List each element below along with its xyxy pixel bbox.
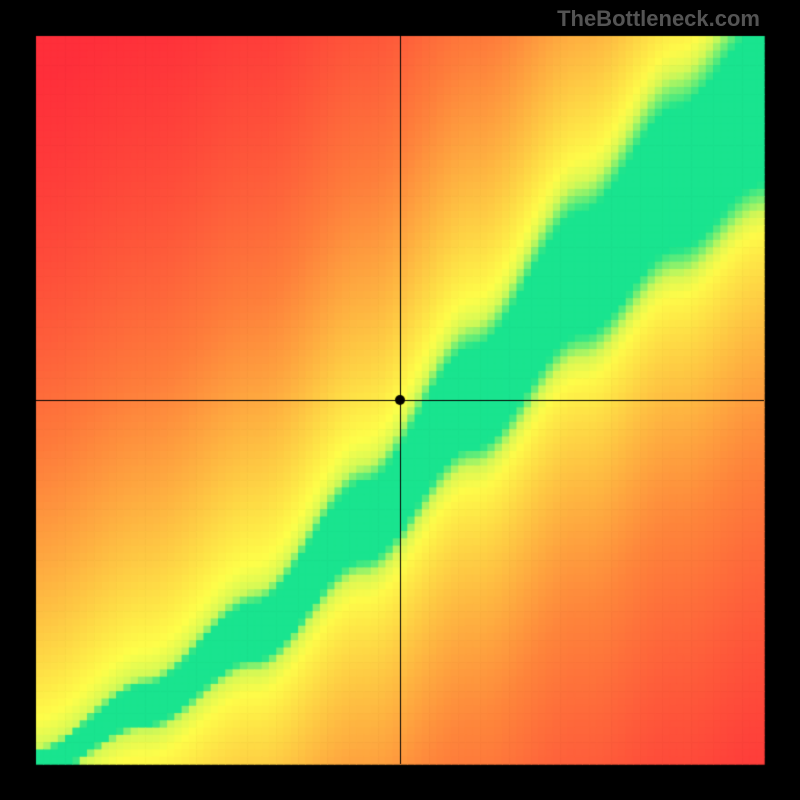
chart-root: TheBottleneck.com [0, 0, 800, 800]
bottleneck-heatmap-canvas [0, 0, 800, 800]
